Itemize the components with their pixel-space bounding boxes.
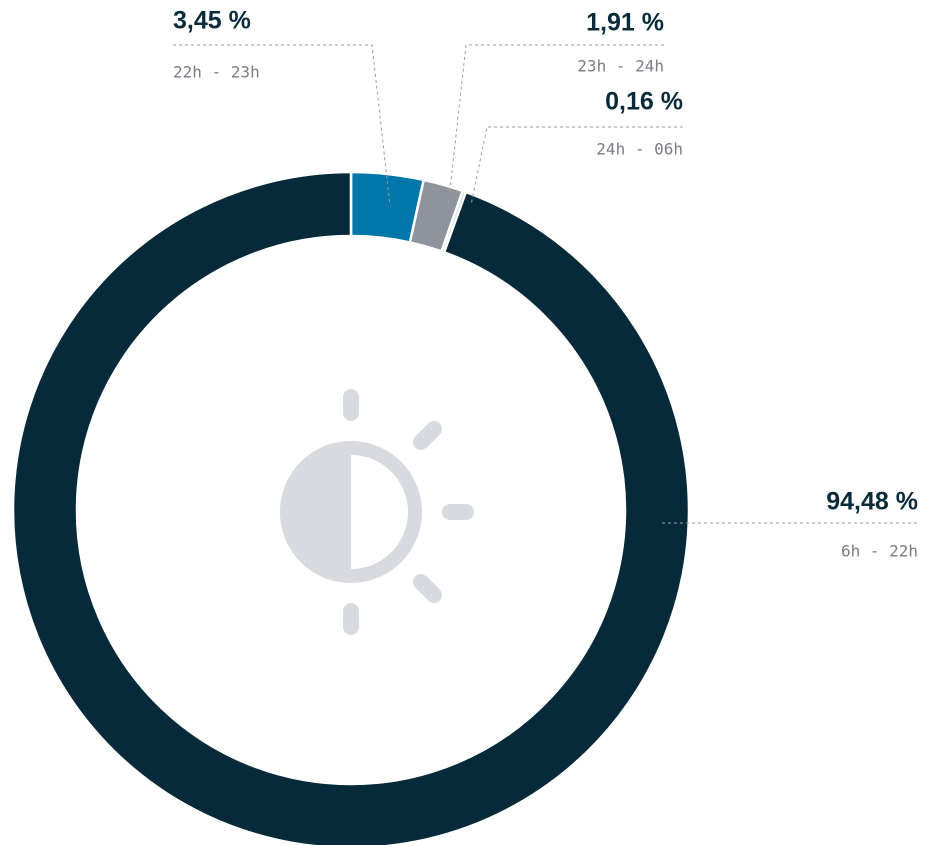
donut-segment [11, 170, 691, 845]
category-label: 22h - 23h [173, 63, 260, 82]
value-label: 3,45 % [173, 7, 251, 35]
donut [11, 170, 691, 845]
icon-half [280, 441, 351, 583]
category-label: 23h - 24h [577, 57, 664, 76]
value-label: 94,48 % [826, 488, 918, 516]
center-icon [280, 389, 474, 635]
icon-ray [413, 574, 442, 603]
value-label: 1,91 % [586, 9, 664, 37]
labels: 3,45 % 22h - 23h 1,91 % 23h - 24h 0,16 % 24h … [173, 7, 920, 561]
icon-ray [413, 421, 442, 450]
category-label: 24h - 06h [596, 140, 683, 159]
category-label: 6h - 22h [841, 542, 918, 561]
value-label: 0,16 % [605, 88, 683, 116]
leader-line [447, 44, 664, 209]
leader-line [173, 44, 391, 206]
